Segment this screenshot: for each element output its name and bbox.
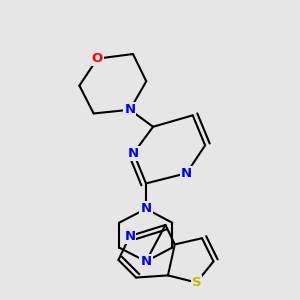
Text: N: N <box>140 202 152 215</box>
Text: N: N <box>124 103 135 116</box>
Text: O: O <box>92 52 103 65</box>
Text: S: S <box>192 276 201 289</box>
Text: N: N <box>124 230 135 243</box>
Text: N: N <box>181 167 192 180</box>
Text: N: N <box>140 255 152 268</box>
Text: N: N <box>128 147 139 160</box>
